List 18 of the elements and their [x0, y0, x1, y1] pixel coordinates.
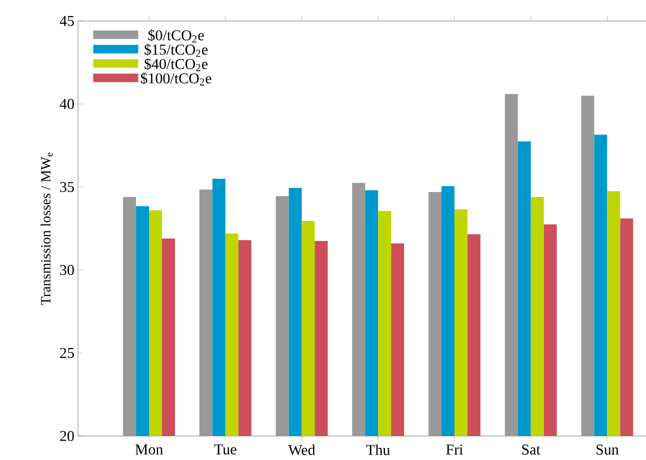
- x-tick-label: Sun: [596, 444, 619, 455]
- legend-label: $15/tCO$_{2}$e: [144, 44, 208, 57]
- legend-label: $40/tCO$_{2}$e: [144, 58, 208, 72]
- x-tick-label: Fri: [446, 444, 463, 454]
- legend-label: $100/tCO$_{2}$e: [140, 72, 212, 86]
- y-tick-label: 40: [60, 98, 74, 110]
- y-tick-label: 20: [60, 430, 74, 442]
- x-tick-label: Tue: [214, 444, 236, 454]
- x-tick-label: Sat: [522, 444, 540, 455]
- y-tick-label: 35: [60, 182, 74, 192]
- x-tick-label: Mon: [135, 444, 163, 454]
- y-tick-label: 45: [60, 16, 74, 26]
- y-tick-label: 25: [60, 348, 74, 358]
- y-axis-title: Transmission losses / MW$_{e}$: [40, 152, 53, 305]
- legend-label: $0/tCO$_{2}$e: [148, 29, 204, 42]
- x-tick-label: Thu: [366, 444, 390, 456]
- x-tick-label: Wed: [288, 444, 316, 456]
- y-tick-label: 30: [60, 264, 74, 276]
